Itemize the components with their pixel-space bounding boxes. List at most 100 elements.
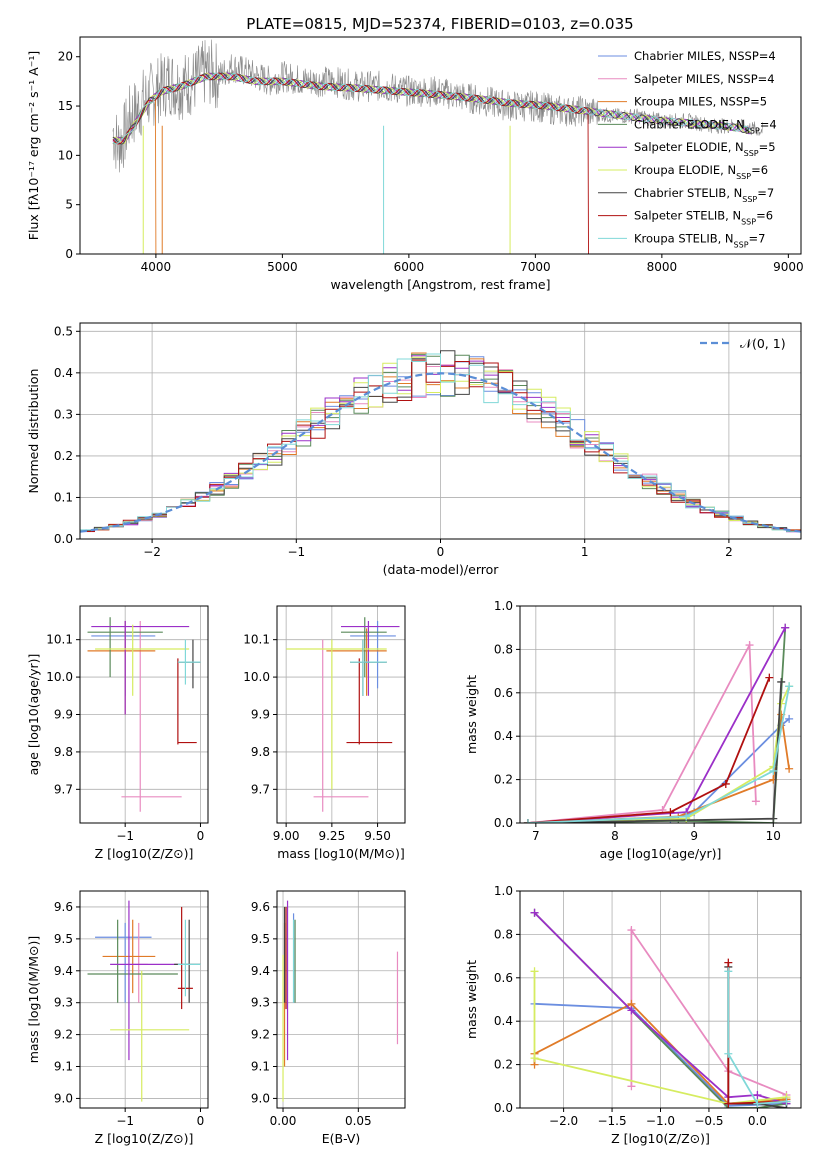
y-tick-label: 9.5	[54, 932, 73, 946]
y-tick-label: 1.0	[494, 599, 513, 613]
weight-point	[745, 641, 754, 650]
y-tick-label: 9.3	[251, 996, 270, 1010]
weight-vs-age-panel: 7 8 9 10 0.0 0.2 0.4 0.6 0.8 1.0 age [log10(age/yr…	[464, 599, 802, 861]
spectrum-legend: Chabrier MILES, NSSP=4 Salpeter MILES, NS…	[598, 49, 777, 249]
residuals-plot-area	[80, 350, 801, 533]
weight-line-0	[527, 718, 790, 823]
age-vs-mass-plot-area	[286, 617, 400, 812]
x-tick-label: 8000	[647, 260, 678, 274]
y-tick-label: 0.4	[54, 366, 73, 380]
x-tick-label: −2.0	[549, 1114, 578, 1128]
x-tick-label: 9.50	[364, 829, 391, 843]
x-axis-label: (data-model)/error	[383, 562, 500, 577]
legend-entry: Kroupa MILES, NSSP=5	[634, 95, 767, 109]
y-tick-label: 0.3	[54, 407, 73, 421]
x-axis-label: Z [log10(Z/Z⊙)]	[95, 846, 194, 861]
y-tick-label: 10.0	[46, 670, 73, 684]
mass-vs-Z-frame	[79, 890, 209, 1109]
mass-vs-ebv-panel: 0.00 0.05 9.0 9.1 9.2 9.3 9.4 9.5 9.6 E(B-V)	[251, 890, 406, 1146]
x-tick-label: 1	[581, 545, 589, 559]
spectrum-plot-area	[112, 39, 764, 254]
weight-point	[751, 797, 760, 806]
spectrum-panel: 4000 5000 6000 7000 8000 9000 0 5 10 15 20 waveleng…	[26, 36, 804, 292]
residual-hist-8	[80, 353, 801, 532]
y-tick-label: 0.4	[494, 729, 513, 743]
weight-line-8	[727, 971, 787, 1105]
weight-point	[753, 1090, 762, 1099]
x-tick-label: 9.00	[273, 829, 300, 843]
weight-point	[530, 908, 539, 917]
age-vs-mass-panel: 9.00 9.25 9.50 9.7 9.8 9.9 10.0 10.1 mass [log10…	[243, 605, 406, 861]
x-tick-label: 8	[611, 829, 619, 843]
x-axis-label: Z [log10(Z/Z⊙)]	[95, 1131, 194, 1146]
y-tick-label: 9.0	[54, 1091, 73, 1105]
weight-point	[530, 1054, 539, 1063]
x-tick-label: 4000	[141, 260, 172, 274]
weight-point	[782, 1097, 791, 1106]
weight-point	[777, 677, 786, 686]
panels: 4000 5000 6000 7000 8000 900005101520waveleng…	[26, 36, 804, 1146]
y-axis-label: mass weight	[464, 675, 479, 754]
legend-entry: Chabrier ELODIE, NSSP=4	[634, 117, 777, 135]
y-tick-label: 9.6	[54, 900, 73, 914]
y-tick-label: 10.1	[243, 633, 270, 647]
y-axis-label: Normed distribution	[26, 369, 41, 494]
x-axis-label: wavelength [Angstrom, rest frame]	[330, 277, 550, 292]
y-tick-label: 9.1	[251, 1060, 270, 1074]
x-tick-label: 0.0	[748, 1114, 767, 1128]
weight-point	[523, 819, 532, 823]
y-tick-label: 0.8	[494, 642, 513, 656]
weight-point	[769, 814, 778, 823]
x-tick-label: −1	[116, 829, 134, 843]
weight-point	[781, 623, 790, 632]
weight-point	[682, 812, 691, 821]
x-tick-label: 9.25	[318, 829, 345, 843]
y-tick-label: 0	[65, 247, 73, 261]
y-tick-label: 9.5	[251, 932, 270, 946]
legend-entry: Kroupa STELIB, NSSP=7	[634, 231, 765, 249]
y-tick-label: 10.0	[243, 670, 270, 684]
weight-line-4	[527, 627, 786, 823]
y-tick-label: 9.4	[251, 964, 270, 978]
legend-entry: Salpeter MILES, NSSP=4	[634, 72, 775, 86]
y-tick-label: 9.6	[251, 900, 270, 914]
weight-vs-age-frame	[519, 605, 802, 824]
y-tick-label: 9.2	[54, 1028, 73, 1042]
legend-entry: Kroupa ELODIE, NSSP=6	[634, 163, 768, 181]
age-vs-Z-plot-area	[87, 617, 201, 812]
y-tick-label: 0.6	[494, 971, 513, 985]
weight-vs-age-plot-area	[523, 623, 794, 823]
x-tick-label: −0.5	[694, 1114, 723, 1128]
y-tick-label: 10	[58, 148, 73, 162]
x-tick-label: 10	[766, 829, 781, 843]
y-tick-label: 0.0	[54, 532, 73, 546]
weight-point	[785, 682, 794, 691]
weight-point	[765, 673, 774, 682]
x-tick-label: 0	[197, 1114, 205, 1128]
y-tick-label: 20	[58, 50, 73, 64]
weight-point	[724, 958, 733, 967]
x-tick-label: 0	[437, 545, 445, 559]
y-tick-label: 0.4	[494, 1014, 513, 1028]
y-tick-label: 9.2	[251, 1028, 270, 1042]
model-spectrum-4	[112, 72, 751, 143]
y-axis-label: age [log10(age/yr)]	[26, 654, 41, 776]
weight-point	[785, 714, 794, 723]
x-tick-label: 5000	[267, 260, 298, 274]
model-spectrum-8	[112, 72, 751, 145]
mass-vs-ebv-plot-area	[282, 900, 399, 1102]
x-tick-label: 2	[725, 545, 733, 559]
x-tick-label: 0.00	[270, 1114, 297, 1128]
weight-line-5	[527, 685, 790, 823]
x-axis-label: age [log10(age/yr)]	[600, 846, 722, 861]
y-tick-label: 9.8	[54, 745, 73, 759]
weight-line-3	[527, 627, 787, 823]
y-tick-label: 0.2	[54, 449, 73, 463]
weight-line-8	[527, 686, 790, 823]
y-axis-label: mass [log10(M/M⊙)]	[26, 936, 41, 1064]
weight-vs-Z-panel: −2.0 −1.5 −1.0 −0.5 0.0 0.0 0.2 0.4 0.6 0.8 1.0 Z […	[464, 884, 802, 1146]
x-axis-label: E(B-V)	[322, 1131, 361, 1146]
weight-point	[724, 1049, 733, 1058]
weight-line-1	[527, 641, 757, 823]
